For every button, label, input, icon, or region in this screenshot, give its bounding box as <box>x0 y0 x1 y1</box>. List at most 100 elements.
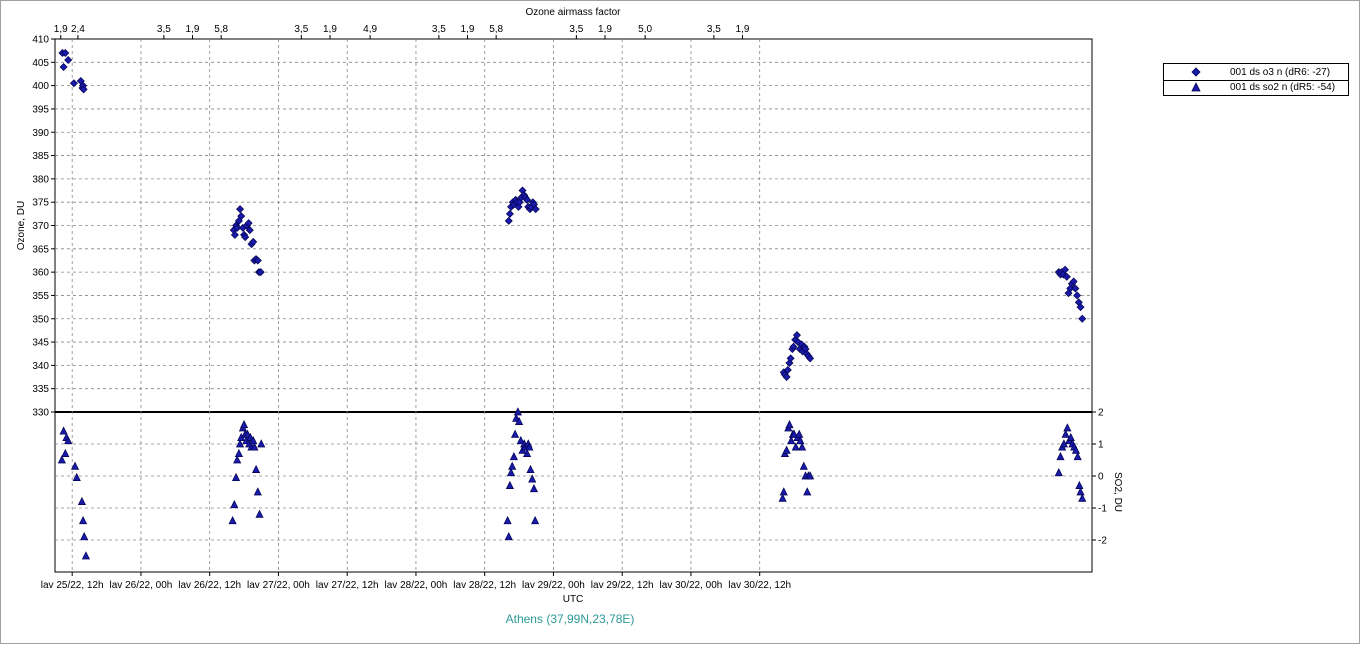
x-tick-label: lav 29/22, 00h <box>522 580 585 591</box>
so2-point <box>528 474 537 483</box>
airmass-tick-label: 1,9 <box>461 24 475 35</box>
so2-point <box>790 429 799 438</box>
y-tick-label: 400 <box>32 81 49 92</box>
o3-point <box>1076 303 1085 312</box>
o3-point <box>79 85 88 94</box>
so2-point <box>1076 487 1085 496</box>
triangle-marker-icon <box>1191 82 1201 92</box>
y-tick-label: 405 <box>32 58 49 69</box>
so2-point <box>57 455 66 464</box>
so2-point <box>255 509 264 518</box>
airmass-tick-label: 5,0 <box>638 24 652 35</box>
so2-point <box>228 516 237 525</box>
o3-point <box>505 209 514 218</box>
airmass-tick-label: 3,5 <box>294 24 308 35</box>
so2-point <box>505 480 514 489</box>
x-tick-label: lav 27/22, 12h <box>316 580 379 591</box>
so2-point <box>508 461 517 470</box>
so2-point <box>523 448 532 457</box>
chart-title: Ozone airmass factor <box>525 7 621 18</box>
o3-point <box>782 373 791 382</box>
legend-item-so2: 001 ds so2 n (dR5: -54) <box>1164 80 1348 95</box>
x-tick-label: lav 29/22, 12h <box>591 580 654 591</box>
so2-point <box>531 516 540 525</box>
so2-point <box>516 436 525 445</box>
so2-point <box>1061 429 1070 438</box>
so2-point <box>80 532 89 541</box>
airmass-tick-label: 3,5 <box>569 24 583 35</box>
o3-point <box>786 354 795 363</box>
airmass-tick-label: 5,8 <box>214 24 228 35</box>
so2-point <box>510 429 520 438</box>
so2-point <box>253 487 262 496</box>
y-tick-label: 360 <box>32 268 49 279</box>
so2-point <box>234 448 243 457</box>
so2-point <box>806 471 815 480</box>
y-tick-label: 340 <box>32 361 49 372</box>
so2-point <box>787 436 796 445</box>
o3-point <box>1078 314 1087 323</box>
airmass-tick-label: 3,5 <box>157 24 171 35</box>
airmass-tick-label: 1,9 <box>736 24 750 35</box>
y-tick-label: 345 <box>32 338 49 349</box>
so2-point <box>230 500 239 509</box>
o3-point <box>256 268 265 277</box>
y-tick-label: 370 <box>32 221 49 232</box>
so2-point <box>1066 432 1075 441</box>
o3-point <box>523 195 532 204</box>
station-label: Athens (37,99N,23,78E) <box>505 612 635 626</box>
so2-point <box>795 429 804 438</box>
so2-point <box>509 452 518 461</box>
so2-point <box>796 436 805 445</box>
y-axis-label: Ozone, DU <box>16 201 27 250</box>
legend-label-o3: 001 ds o3 n (dR6: -27) <box>1230 67 1331 78</box>
o3-point <box>241 233 250 242</box>
x-axis-label: UTC <box>563 594 584 605</box>
so2-point <box>799 461 808 470</box>
airmass-tick-label: 1,9 <box>54 24 68 35</box>
so2-point <box>64 436 73 445</box>
diamond-marker-icon <box>1191 67 1201 77</box>
so2-point <box>231 472 241 481</box>
so2-point <box>791 442 800 451</box>
airmass-tick-label: 1,9 <box>323 24 337 35</box>
y2-tick-label: 1 <box>1098 440 1104 451</box>
airmass-tick-label: 1,9 <box>186 24 200 35</box>
so2-point <box>1073 452 1082 461</box>
so2-point <box>778 493 787 502</box>
y-tick-label: 410 <box>32 35 49 46</box>
so2-point <box>529 484 539 493</box>
so2-point <box>782 445 791 454</box>
so2-point <box>513 407 522 416</box>
y-tick-label: 355 <box>32 291 49 302</box>
so2-point <box>525 442 534 451</box>
so2-point <box>1054 468 1063 477</box>
so2-point <box>249 436 258 445</box>
x-tick-label: lav 28/22, 12h <box>453 580 516 591</box>
y-tick-label: 335 <box>32 384 49 395</box>
legend-label-so2: 001 ds so2 n (dR5: -54) <box>1230 82 1336 93</box>
airmass-tick-label: 1,9 <box>598 24 612 35</box>
so2-point <box>252 464 261 473</box>
so2-point <box>1075 480 1084 489</box>
so2-point <box>70 461 80 470</box>
so2-point <box>503 516 512 525</box>
so2-point <box>1056 452 1065 461</box>
x-tick-label: lav 26/22, 00h <box>110 580 173 591</box>
so2-point <box>239 420 249 429</box>
so2-point <box>779 487 788 496</box>
so2-point <box>235 439 245 448</box>
o3-point <box>61 48 70 57</box>
so2-point <box>233 455 242 464</box>
so2-point <box>504 532 513 541</box>
o3-point <box>1073 291 1082 300</box>
x-tick-label: lav 27/22, 00h <box>247 580 310 591</box>
o3-point <box>237 212 246 221</box>
o3-point <box>789 342 798 351</box>
o3-point <box>253 256 262 265</box>
so2-point <box>257 439 266 448</box>
so2-point <box>59 426 68 435</box>
o3-point <box>236 205 245 214</box>
